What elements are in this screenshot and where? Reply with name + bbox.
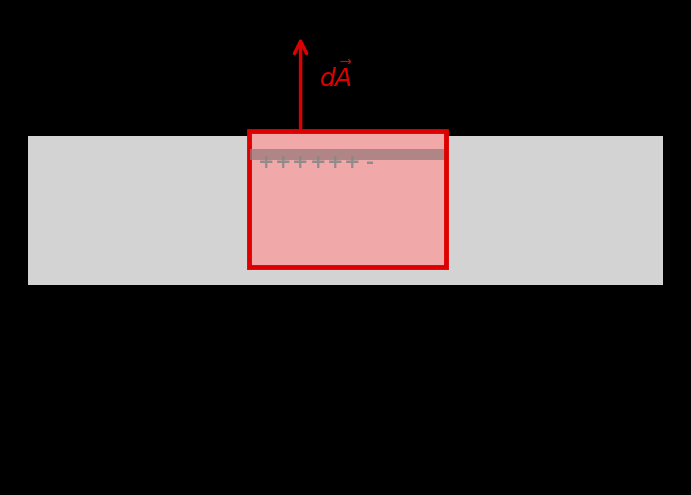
Text: +: + [275, 153, 292, 172]
Bar [28, 136, 663, 285]
Text: -: - [366, 153, 374, 172]
Text: $a$: $a$ [337, 310, 357, 343]
Text: +: + [344, 153, 361, 172]
Text: $d\vec{A}$: $d\vec{A}$ [319, 62, 354, 92]
Text: +: + [327, 153, 343, 172]
Text: +: + [310, 153, 326, 172]
Bar [250, 149, 444, 160]
Bar [249, 131, 446, 267]
Text: +: + [292, 153, 309, 172]
Text: +: + [258, 153, 274, 172]
